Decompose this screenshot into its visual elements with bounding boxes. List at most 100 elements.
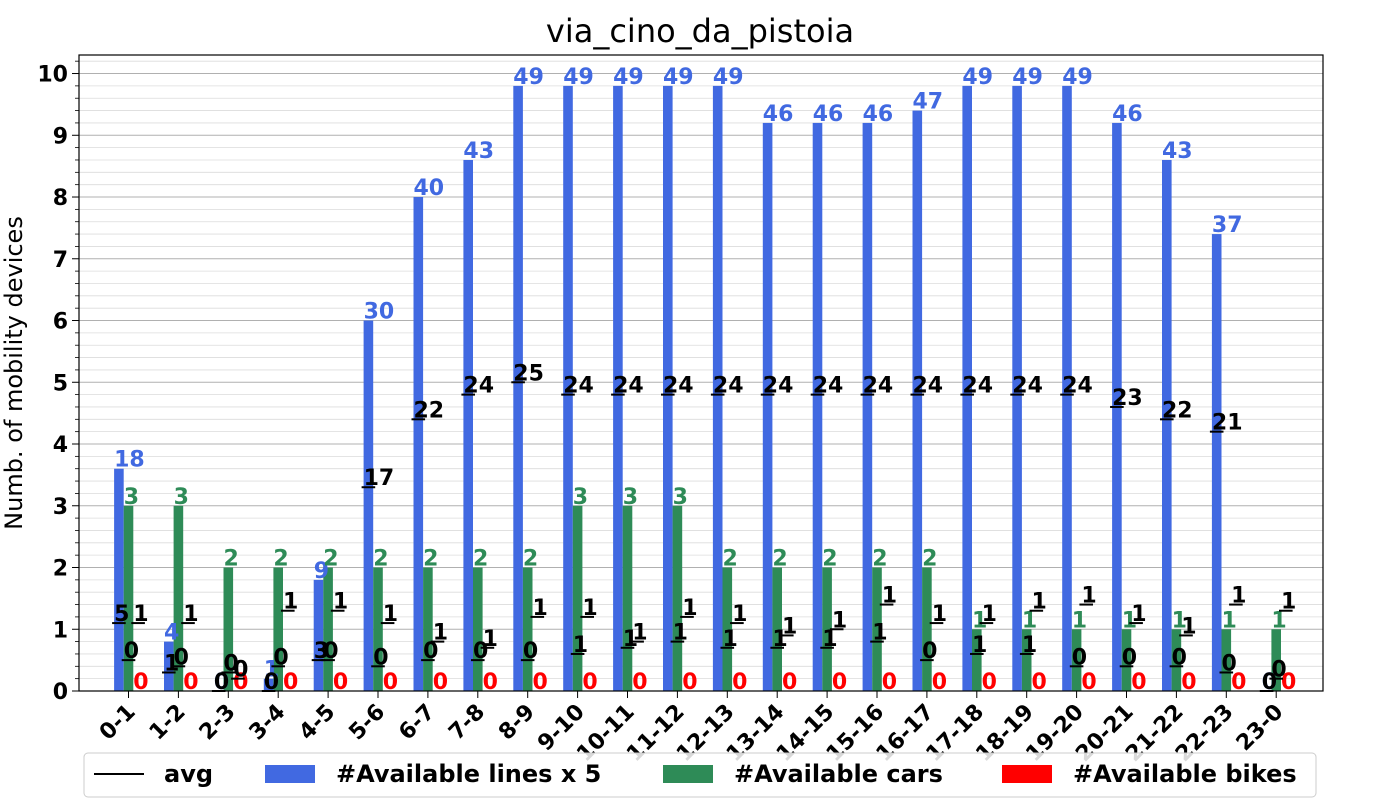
avg-label: 24 — [613, 374, 644, 399]
value-label: 0 — [1181, 670, 1196, 695]
avg-label: 1 — [772, 627, 787, 652]
legend-label: #Available cars — [734, 760, 943, 788]
y-tick-label: 9 — [53, 124, 68, 149]
value-label: 0 — [483, 670, 498, 695]
bar-cars — [822, 567, 832, 691]
avg-label: 22 — [1162, 398, 1193, 423]
bar-lines — [263, 678, 274, 691]
avg-label: 0 — [1262, 670, 1277, 695]
value-label: 0 — [732, 670, 747, 695]
value-label: 46 — [1112, 102, 1143, 127]
avg-label: 22 — [414, 398, 445, 423]
bar-lines — [1211, 234, 1222, 691]
value-label: 49 — [613, 65, 644, 90]
avg-label: 0 — [264, 670, 279, 695]
avg-label: 24 — [463, 374, 494, 399]
avg-label: 24 — [813, 374, 844, 399]
value-label: 46 — [813, 102, 844, 127]
avg-label: 1 — [682, 596, 697, 621]
value-label: 3 — [124, 485, 139, 510]
legend-swatch — [1002, 765, 1052, 783]
bar-cars — [572, 505, 583, 691]
bar-lines — [363, 320, 374, 691]
avg-label: 1 — [723, 627, 738, 652]
avg-label: 21 — [1212, 411, 1243, 436]
bar-lines — [812, 122, 823, 691]
value-label: 0 — [832, 670, 847, 695]
y-tick-label: 7 — [53, 248, 68, 273]
avg-label: 1 — [623, 627, 638, 652]
avg-label: 24 — [962, 374, 993, 399]
bar-lines — [663, 85, 673, 692]
value-label: 1 — [1222, 608, 1237, 633]
value-label: 3 — [174, 485, 189, 510]
x-tick-label: 7-8 — [444, 700, 490, 746]
bar-lines — [762, 122, 773, 691]
value-label: 0 — [1032, 670, 1047, 695]
legend-swatch — [663, 765, 713, 783]
bar-lines — [862, 122, 873, 691]
bar-cars — [223, 567, 234, 691]
bar-cars — [522, 567, 533, 691]
value-label: 1 — [1122, 608, 1137, 633]
value-label: 2 — [273, 547, 288, 572]
avg-label: 1 — [782, 614, 797, 639]
grid — [79, 60, 1323, 692]
value-label: 0 — [1131, 670, 1146, 695]
value-label: 0 — [682, 670, 697, 695]
avg-label: 1 — [333, 590, 348, 615]
avg-label: 3 — [314, 639, 329, 664]
bar-cars — [123, 505, 134, 691]
value-label: 0 — [1231, 670, 1246, 695]
value-label: 0 — [214, 670, 229, 695]
bar-cars — [872, 567, 882, 691]
avg-label: 5 — [114, 602, 129, 627]
bar-cars — [622, 505, 633, 691]
value-label: 2 — [473, 547, 488, 572]
avg-label: 1 — [632, 621, 647, 646]
avg-label: 1 — [483, 627, 498, 652]
value-label: 49 — [513, 65, 544, 90]
bars — [114, 85, 1281, 692]
value-label: 30 — [364, 300, 395, 325]
value-label: 2 — [523, 547, 538, 572]
bar-cars — [423, 567, 433, 691]
legend-label: #Available lines x 5 — [336, 760, 601, 788]
value-label: 0 — [982, 670, 997, 695]
avg-label: 24 — [563, 374, 594, 399]
value-label: 0 — [233, 670, 248, 695]
bar-lines — [114, 468, 124, 691]
avg-label: 0 — [473, 639, 488, 664]
value-label: 9 — [314, 559, 329, 584]
avg-label: 0 — [1072, 645, 1087, 670]
value-label: 49 — [563, 65, 594, 90]
bar-cars — [772, 567, 782, 691]
y-tick-label: 8 — [53, 186, 68, 211]
value-label: 0 — [582, 670, 597, 695]
bar-cars — [1221, 629, 1232, 691]
avg-label: 0 — [922, 639, 937, 664]
plot-frame — [78, 54, 1324, 692]
y-tick-label: 0 — [53, 680, 68, 705]
avg-label: 0 — [323, 639, 338, 664]
value-label: 3 — [573, 485, 588, 510]
avg-label: 1 — [882, 584, 897, 609]
bar-lines — [463, 159, 473, 691]
bar-cars — [323, 567, 333, 691]
avg-label: 0 — [214, 670, 229, 695]
value-label: 49 — [1062, 65, 1093, 90]
value-label: 43 — [463, 139, 494, 164]
avg-label: 1 — [1181, 614, 1196, 639]
value-label: 46 — [863, 102, 894, 127]
bar-lines — [164, 641, 174, 691]
y-axis-label: Numb. of mobility devices — [0, 216, 28, 530]
avg-label: 1 — [732, 602, 747, 627]
value-label: 3 — [673, 485, 688, 510]
bar-lines — [962, 85, 972, 692]
avg-label: 1 — [832, 608, 847, 633]
value-label: 2 — [224, 547, 239, 572]
avg-label: 23 — [1112, 386, 1143, 411]
x-tick-label: 23-0 — [1232, 700, 1289, 757]
